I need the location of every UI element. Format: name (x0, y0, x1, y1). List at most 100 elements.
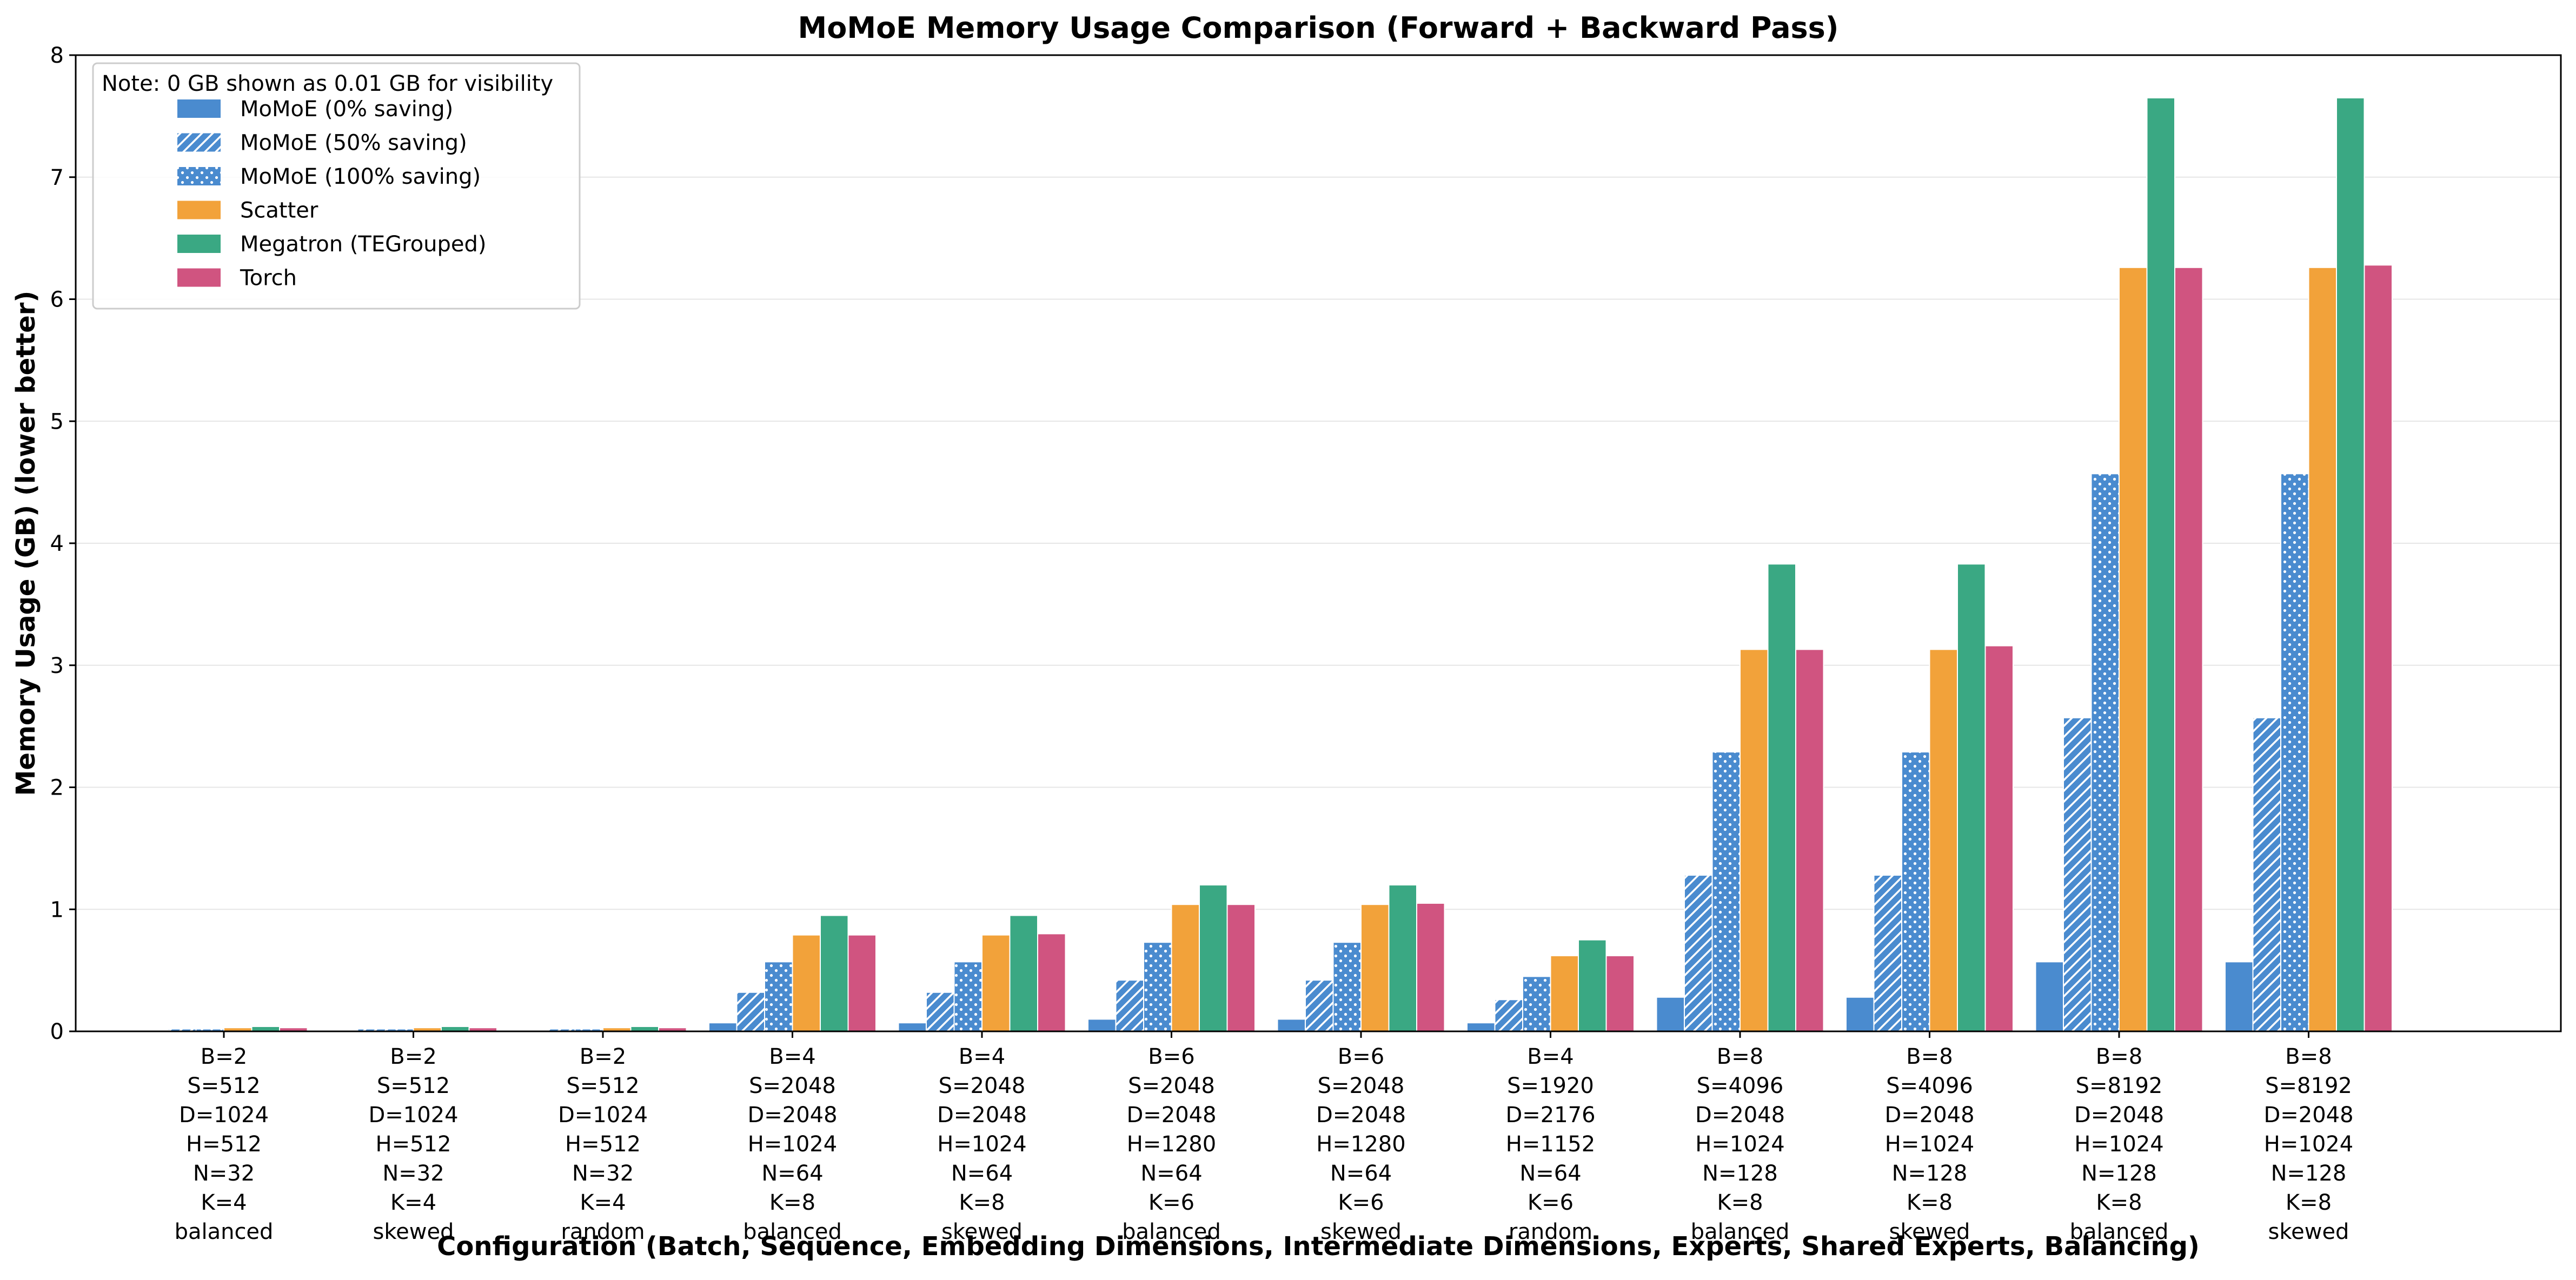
x-axis-label: Configuration (Batch, Sequence, Embeddin… (437, 1231, 2200, 1262)
bar (1388, 884, 1417, 1032)
x-tick-label: H=1024 (937, 1132, 1026, 1157)
bar (2252, 717, 2281, 1032)
x-tick-label: H=512 (376, 1132, 452, 1157)
x-tick-label: N=128 (1892, 1161, 1968, 1186)
x-tick-label: N=64 (761, 1161, 823, 1186)
bar (1009, 915, 1038, 1032)
legend-note: Note: 0 GB shown as 0.01 GB for visibili… (102, 71, 553, 96)
x-tick-label: K=8 (1717, 1190, 1763, 1215)
x-tick-label: random (1509, 1219, 1592, 1244)
bar (1795, 649, 1824, 1032)
x-tick-label: S=2048 (1318, 1074, 1405, 1098)
bar (2336, 97, 2365, 1032)
x-tick-label: balanced (1122, 1219, 1221, 1244)
legend-label: Scatter (240, 198, 318, 223)
x-tick-label: N=64 (951, 1161, 1013, 1186)
bar (1711, 751, 1741, 1032)
x-tick-label: skewed (373, 1219, 454, 1244)
y-tick-label: 4 (50, 531, 64, 556)
bar (1901, 751, 1930, 1032)
bar (820, 915, 849, 1032)
x-tick-label: skewed (941, 1219, 1023, 1244)
y-tick-label: 2 (50, 776, 64, 801)
bar (1226, 904, 1256, 1032)
bar (847, 934, 877, 1032)
x-tick-label: K=6 (1148, 1190, 1194, 1215)
bar (708, 1022, 738, 1032)
x-tick-label: B=6 (1148, 1044, 1194, 1069)
x-tick-label: B=4 (769, 1044, 815, 1069)
x-tick-label: D=2048 (937, 1103, 1027, 1128)
x-tick-label: S=2048 (749, 1074, 836, 1098)
y-tick-label: 0 (50, 1019, 64, 1044)
x-tick-label: S=4096 (1886, 1074, 1973, 1098)
x-tick-label: N=128 (2081, 1161, 2157, 1186)
legend-label: MoMoE (0% saving) (240, 97, 453, 122)
x-tick-label: skewed (2268, 1219, 2349, 1244)
bar (1360, 904, 1390, 1032)
x-tick-label: B=2 (390, 1044, 436, 1069)
x-tick-label: S=8192 (2076, 1074, 2163, 1098)
bar (1277, 1018, 1306, 1032)
x-tick-label: balanced (2070, 1219, 2169, 1244)
bar (1199, 884, 1228, 1032)
x-tick-label: S=512 (187, 1074, 260, 1098)
x-tick-label: K=8 (2096, 1190, 2142, 1215)
x-tick-label: H=1024 (2074, 1132, 2163, 1157)
x-tick-label: S=4096 (1697, 1074, 1784, 1098)
x-tick-label: skewed (1320, 1219, 1402, 1244)
bar (1684, 875, 1713, 1032)
x-tick-label: B=4 (1527, 1044, 1574, 1069)
bar (1171, 904, 1200, 1032)
x-tick-label: K=6 (1338, 1190, 1384, 1215)
bar (1087, 1018, 1117, 1032)
x-tick-label: D=2048 (1316, 1103, 1406, 1128)
bar (1957, 563, 1986, 1032)
x-tick-label: B=8 (1717, 1044, 1763, 1069)
x-tick-label: H=1024 (1695, 1132, 1784, 1157)
x-tick-label: balanced (1691, 1219, 1790, 1244)
bar (926, 991, 955, 1032)
x-tick-label: S=2048 (939, 1074, 1026, 1098)
x-tick-label: H=512 (186, 1132, 262, 1157)
bar (2090, 473, 2120, 1032)
x-tick-label: D=1024 (368, 1103, 458, 1128)
x-tick-label: D=2048 (1126, 1103, 1216, 1128)
x-tick-label: B=4 (959, 1044, 1005, 1069)
bar (2308, 266, 2337, 1032)
x-tick-label: balanced (743, 1219, 842, 1244)
x-tick-label: B=2 (580, 1044, 626, 1069)
x-tick-label: N=64 (1330, 1161, 1392, 1186)
bar (1578, 939, 1607, 1032)
x-tick-label: H=1024 (1885, 1132, 1974, 1157)
x-tick-label: K=4 (580, 1190, 626, 1215)
x-tick-label: balanced (175, 1219, 274, 1244)
x-tick-label: K=8 (1907, 1190, 1953, 1215)
x-tick-label: B=8 (1906, 1044, 1953, 1069)
bar (1550, 955, 1579, 1032)
bar (2063, 717, 2092, 1032)
bar (1522, 976, 1551, 1032)
y-tick-label: 6 (50, 288, 64, 312)
chart-title: MoMoE Memory Usage Comparison (Forward +… (798, 11, 1839, 45)
x-tick-label: S=512 (566, 1074, 639, 1098)
bar (2225, 961, 2254, 1032)
x-tick-label: H=1152 (1506, 1132, 1595, 1157)
legend-swatch (177, 133, 221, 152)
x-tick-label: H=1280 (1316, 1132, 1405, 1157)
x-tick-label: K=6 (1528, 1190, 1574, 1215)
legend-label: Torch (240, 266, 297, 291)
x-tick-label: random (561, 1219, 645, 1244)
x-tick-label: H=512 (565, 1132, 641, 1157)
y-axis-label: Memory Usage (GB) (lower better) (11, 291, 41, 796)
x-tick-label: H=1024 (2264, 1132, 2353, 1157)
bar (1115, 979, 1144, 1032)
x-tick-label: D=2048 (2074, 1103, 2164, 1128)
bar (1767, 563, 1796, 1032)
bar (981, 934, 1011, 1032)
x-tick-label: S=512 (377, 1074, 450, 1098)
bar (1037, 933, 1066, 1032)
legend: Note: 0 GB shown as 0.01 GB for visibili… (92, 62, 581, 310)
bar (736, 991, 765, 1032)
bar (2363, 264, 2393, 1032)
